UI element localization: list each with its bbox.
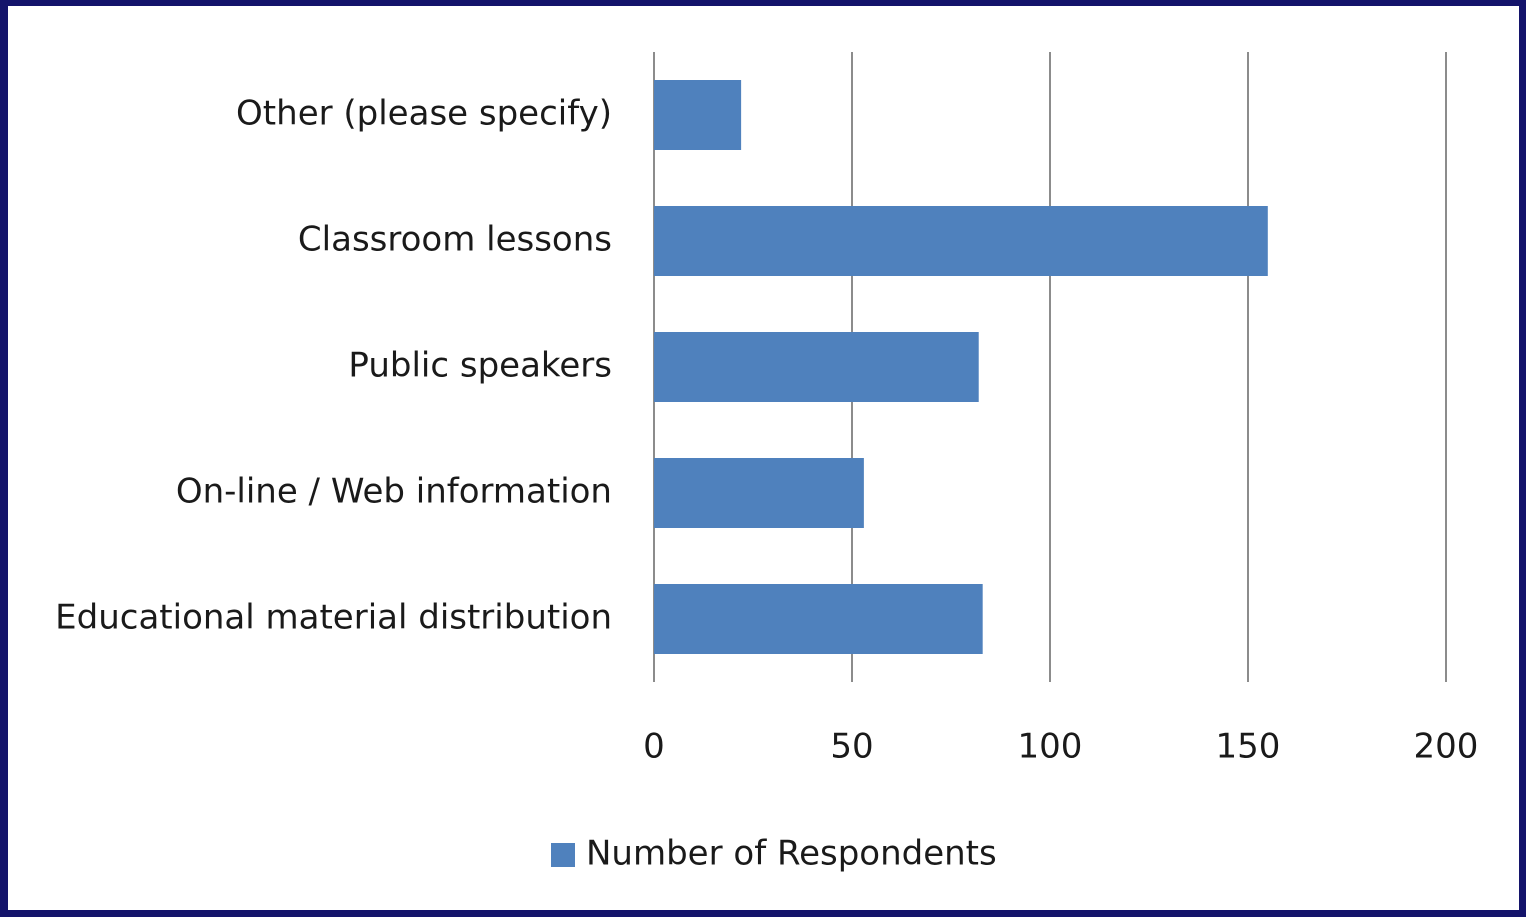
y-tick-label: Other (please specify) [236, 94, 612, 134]
x-tick-label: 50 [830, 727, 873, 767]
y-tick-label: Educational material distribution [55, 598, 612, 638]
x-tick-label: 200 [1414, 727, 1479, 767]
y-tick-label: Public speakers [348, 346, 612, 386]
bar [654, 80, 742, 150]
x-tick-label: 100 [1018, 727, 1083, 767]
x-tick-label: 150 [1216, 727, 1281, 767]
legend-swatch [551, 843, 575, 867]
bar [654, 458, 864, 528]
bar [654, 206, 1268, 276]
bar [654, 332, 979, 402]
y-tick-label: On-line / Web information [176, 472, 612, 512]
bar [654, 584, 983, 654]
y-tick-label: Classroom lessons [298, 220, 612, 260]
legend-label: Number of Respondents [586, 834, 997, 874]
x-tick-label: 0 [643, 727, 665, 767]
